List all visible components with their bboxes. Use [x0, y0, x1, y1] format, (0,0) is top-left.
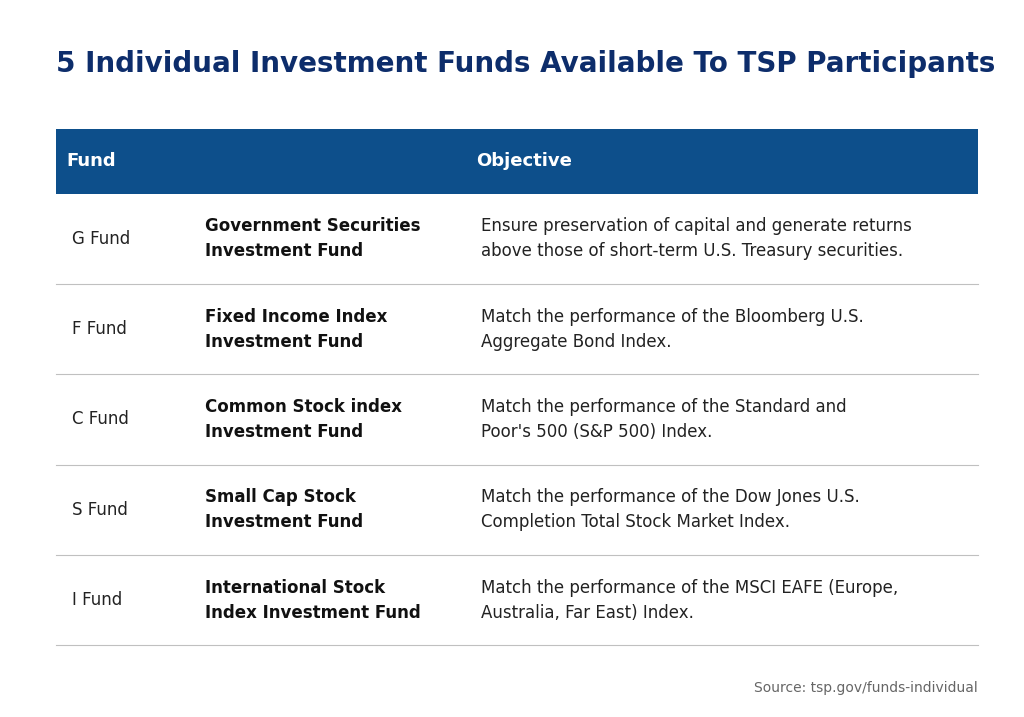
Text: Fund: Fund: [67, 152, 116, 171]
Text: 5 Individual Investment Funds Available To TSP Participants: 5 Individual Investment Funds Available …: [56, 50, 995, 78]
Text: Source: tsp.gov/funds-individual: Source: tsp.gov/funds-individual: [754, 681, 978, 695]
Text: Match the performance of the Standard and
Poor's 500 (S&P 500) Index.: Match the performance of the Standard an…: [481, 398, 847, 441]
Text: C Fund: C Fund: [72, 410, 129, 429]
Text: Match the performance of the Dow Jones U.S.
Completion Total Stock Market Index.: Match the performance of the Dow Jones U…: [481, 488, 860, 531]
Text: Common Stock index
Investment Fund: Common Stock index Investment Fund: [205, 398, 401, 441]
Text: Fixed Income Index
Investment Fund: Fixed Income Index Investment Fund: [205, 308, 387, 351]
Text: I Fund: I Fund: [72, 591, 122, 609]
Text: Objective: Objective: [476, 152, 572, 171]
Text: Small Cap Stock
Investment Fund: Small Cap Stock Investment Fund: [205, 488, 362, 531]
Text: Match the performance of the Bloomberg U.S.
Aggregate Bond Index.: Match the performance of the Bloomberg U…: [481, 308, 864, 351]
Text: Government Securities
Investment Fund: Government Securities Investment Fund: [205, 217, 420, 260]
Text: G Fund: G Fund: [72, 229, 130, 248]
Bar: [56, 129, 978, 194]
Text: International Stock
Index Investment Fund: International Stock Index Investment Fun…: [205, 579, 421, 622]
Text: Ensure preservation of capital and generate returns
above those of short-term U.: Ensure preservation of capital and gener…: [481, 217, 912, 260]
Text: Match the performance of the MSCI EAFE (Europe,
Australia, Far East) Index.: Match the performance of the MSCI EAFE (…: [481, 579, 898, 622]
Text: F Fund: F Fund: [72, 320, 127, 338]
Text: S Fund: S Fund: [72, 500, 128, 519]
